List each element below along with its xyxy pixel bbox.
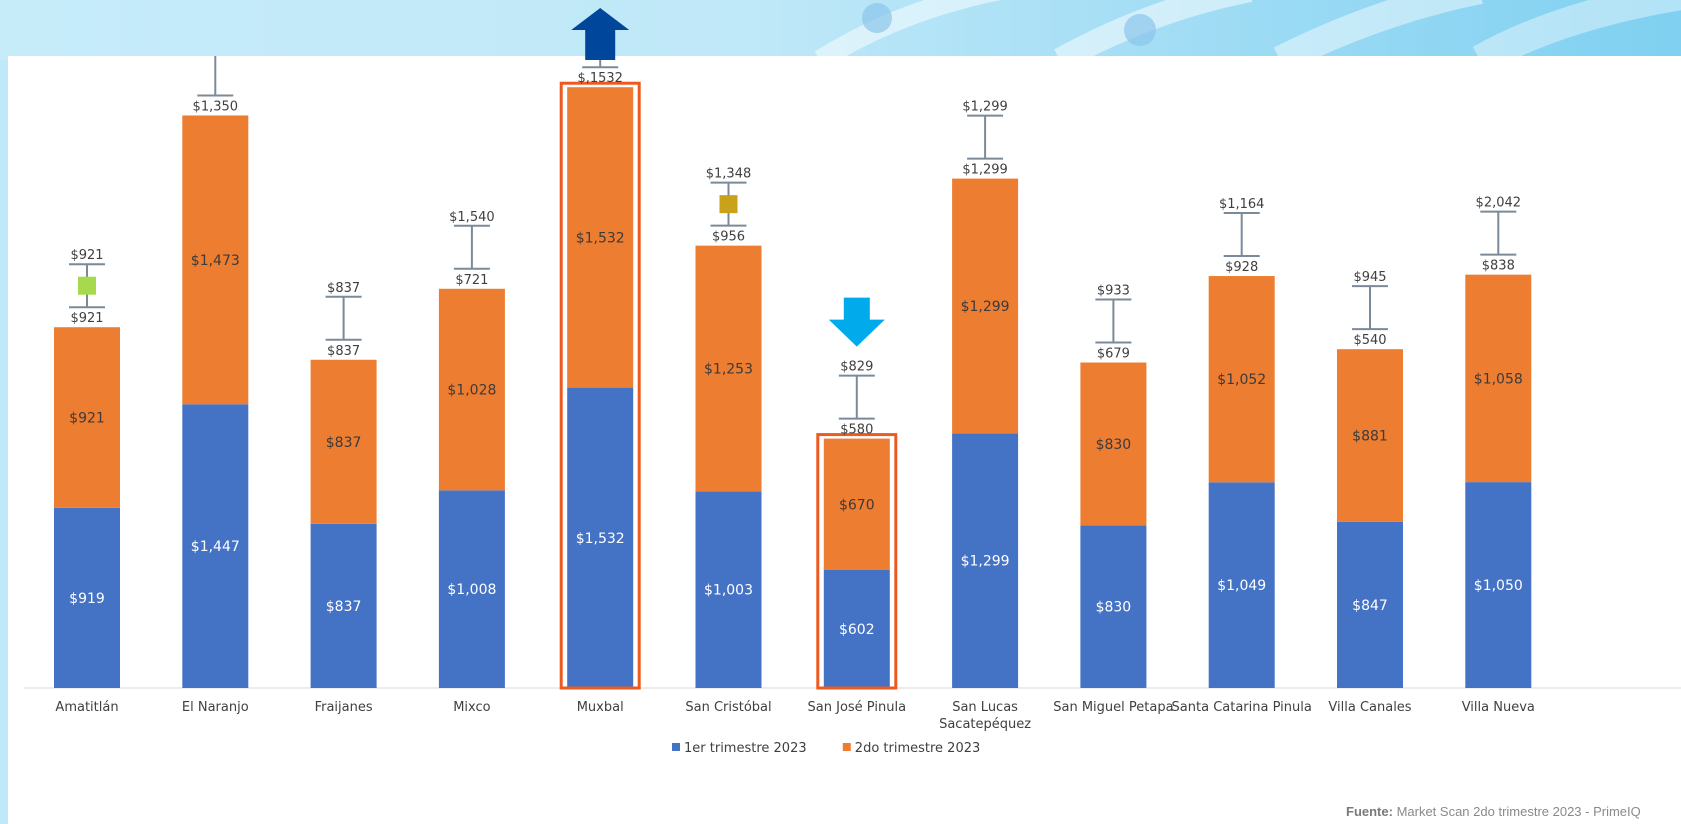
source-label: Fuente: bbox=[1346, 804, 1393, 819]
range-max-label: $921 bbox=[70, 248, 103, 263]
bar-1er-trimestre bbox=[1337, 521, 1403, 688]
data-label-2do: $1,052 bbox=[1217, 372, 1266, 388]
data-label-1er: $1,049 bbox=[1217, 578, 1266, 594]
data-label-1er: $1,050 bbox=[1474, 578, 1523, 594]
bar-1er-trimestre bbox=[952, 433, 1019, 688]
marker-square bbox=[78, 276, 96, 295]
bar-2do-trimestre bbox=[54, 327, 120, 508]
bar-1er-trimestre bbox=[438, 490, 505, 688]
data-label-1er: $837 bbox=[326, 599, 362, 615]
range-max-label: $837 bbox=[327, 281, 360, 296]
bar-1er-trimestre bbox=[1080, 525, 1147, 688]
data-label-2do: $1,253 bbox=[704, 361, 753, 377]
chart-panel: $919 $921 $1,447 $1,473 $837 $837 $1,008 $1,028… bbox=[8, 56, 1681, 824]
data-label-2do: $921 bbox=[69, 411, 105, 427]
data-label-1er: $847 bbox=[1352, 598, 1388, 614]
bar-2do-trimestre bbox=[438, 288, 505, 491]
bar-1er-trimestre bbox=[54, 507, 120, 688]
data-label-2do: $881 bbox=[1352, 429, 1388, 445]
category-label: El Naranjo bbox=[182, 700, 249, 715]
data-label-2do: $1,532 bbox=[576, 230, 625, 246]
range-min-label: $679 bbox=[1097, 347, 1130, 362]
data-label-2do: $1,473 bbox=[191, 253, 240, 269]
bar-1er-trimestre bbox=[1208, 482, 1275, 688]
data-label-2do: $1,028 bbox=[447, 383, 496, 399]
bar-2do-trimestre bbox=[695, 245, 762, 492]
range-min-label: $928 bbox=[1225, 260, 1258, 275]
source-text: Market Scan 2do trimestre 2023 - PrimeIQ bbox=[1392, 804, 1641, 819]
range-min-label: $837 bbox=[327, 344, 360, 359]
category-label: Muxbal bbox=[577, 700, 624, 715]
data-label-1er: $1,299 bbox=[961, 554, 1010, 570]
bar-2do-trimestre bbox=[567, 87, 634, 388]
range-max-label: $945 bbox=[1353, 270, 1386, 285]
data-label-1er: $1,008 bbox=[447, 582, 496, 598]
marker-square bbox=[719, 195, 738, 214]
data-label-1er: $1,003 bbox=[704, 583, 753, 599]
range-max-label: $829 bbox=[840, 360, 873, 375]
bar-1er-trimestre bbox=[310, 523, 377, 688]
data-label-1er: $830 bbox=[1096, 600, 1132, 616]
category-label: Fraijanes bbox=[315, 700, 373, 715]
legend-label: 1er trimestre 2023 bbox=[684, 741, 807, 756]
bar-1er-trimestre bbox=[1465, 482, 1532, 688]
bar-2do-trimestre bbox=[1080, 362, 1147, 526]
category-label: Amatitlán bbox=[55, 700, 118, 715]
bar-2do-trimestre bbox=[1465, 274, 1532, 483]
category-label: Sacatepéquez bbox=[939, 717, 1031, 732]
range-min-label: $956 bbox=[712, 230, 745, 245]
bar-2do-trimestre bbox=[823, 438, 890, 570]
data-label-2do: $670 bbox=[839, 497, 875, 513]
bar-1er-trimestre bbox=[695, 491, 762, 688]
category-label: San Miguel Petapa bbox=[1053, 700, 1173, 715]
bar-1er-trimestre bbox=[823, 569, 890, 688]
range-min-label: $,1532 bbox=[577, 71, 623, 86]
bar-1er-trimestre bbox=[567, 387, 634, 688]
range-min-label: $540 bbox=[1353, 333, 1386, 348]
range-max-label: $1,348 bbox=[706, 167, 752, 182]
bar-1er-trimestre bbox=[182, 404, 249, 688]
category-label: Villa Canales bbox=[1328, 700, 1411, 715]
bar-2do-trimestre bbox=[1208, 276, 1275, 483]
category-label: Santa Catarina Pinula bbox=[1172, 700, 1312, 715]
range-max-label: $2,042 bbox=[1476, 196, 1522, 211]
legend-swatch bbox=[672, 743, 680, 751]
highlight-box bbox=[559, 81, 641, 690]
range-min-label: $1,299 bbox=[962, 163, 1008, 178]
bar-2do-trimestre bbox=[952, 178, 1019, 434]
bar-2do-trimestre bbox=[182, 115, 249, 405]
category-label: San José Pinula bbox=[808, 700, 907, 715]
stacked-bar-chart: $919 $921 $1,447 $1,473 $837 $837 $1,008 $1,028… bbox=[24, 56, 1681, 756]
range-max-label: $1,299 bbox=[962, 100, 1008, 115]
category-label: Mixco bbox=[453, 700, 490, 715]
data-label-1er: $1,532 bbox=[576, 531, 625, 547]
legend-swatch bbox=[842, 743, 851, 751]
data-label-2do: $1,058 bbox=[1474, 371, 1523, 387]
decorative-swoosh bbox=[814, 0, 1681, 60]
highlight-box bbox=[816, 433, 898, 690]
range-max-label: $933 bbox=[1097, 284, 1130, 299]
data-label-1er: $602 bbox=[839, 622, 875, 638]
bar-2do-trimestre bbox=[310, 359, 377, 524]
data-label-2do: $1,299 bbox=[961, 299, 1010, 315]
range-min-label: $838 bbox=[1482, 259, 1515, 274]
source-note: Fuente: Market Scan 2do trimestre 2023 -… bbox=[1346, 804, 1641, 819]
background-banner bbox=[0, 0, 1681, 60]
range-min-label: $1,350 bbox=[193, 99, 239, 114]
range-max-label: $1,164 bbox=[1219, 197, 1265, 212]
data-label-2do: $830 bbox=[1096, 437, 1132, 453]
bar-2do-trimestre bbox=[1337, 349, 1403, 522]
category-label: San Lucas bbox=[952, 700, 1018, 715]
range-min-label: $580 bbox=[840, 423, 873, 438]
range-min-label: $721 bbox=[455, 273, 488, 288]
data-label-1er: $919 bbox=[69, 591, 105, 607]
range-max-label: $1,540 bbox=[449, 210, 495, 225]
legend-label: 2do trimestre 2023 bbox=[855, 741, 980, 756]
category-label: Villa Nueva bbox=[1462, 700, 1535, 715]
data-label-1er: $1,447 bbox=[191, 539, 240, 555]
category-label: San Cristóbal bbox=[685, 700, 771, 715]
range-min-label: $921 bbox=[70, 311, 103, 326]
data-label-2do: $837 bbox=[326, 435, 362, 451]
